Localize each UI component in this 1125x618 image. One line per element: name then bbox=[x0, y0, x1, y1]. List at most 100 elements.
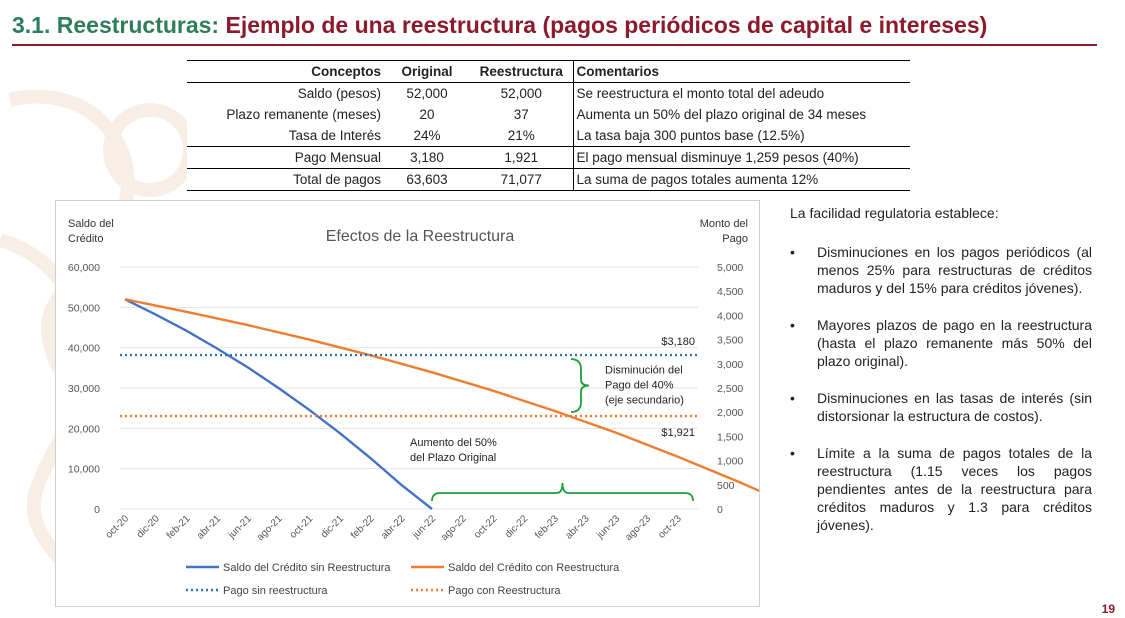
list-item: • Disminuciones en las tasas de interés (… bbox=[790, 389, 1092, 425]
x-tick-label: oct-20 bbox=[104, 513, 132, 541]
x-tick-label: ago-23 bbox=[623, 513, 653, 543]
table-row: Plazo remanente (meses) 20 37 Aumenta un… bbox=[187, 104, 910, 125]
x-tick-label: dic-21 bbox=[319, 513, 346, 540]
y-tick-label: 50,000 bbox=[68, 302, 100, 314]
legend-label: Pago sin reestructura bbox=[223, 585, 328, 597]
list-item: • Mayores plazos de pago en la reestructu… bbox=[790, 316, 1092, 370]
payment-original-label: $3,180 bbox=[661, 336, 695, 348]
table-cell: 1,921 bbox=[504, 150, 539, 165]
x-tick-label: oct-21 bbox=[288, 513, 316, 541]
page-title: 3.1. Reestructuras: Ejemplo de una reest… bbox=[12, 12, 987, 39]
table-row: Tasa de Interés 24% 21% La tasa baja 300… bbox=[187, 125, 910, 147]
y2-tick-label: 4,500 bbox=[717, 286, 743, 298]
table-cell: La suma de pagos totales aumenta 12% bbox=[572, 168, 910, 191]
bullet-icon: • bbox=[790, 244, 795, 260]
y2-tick-label: 1,000 bbox=[717, 456, 743, 468]
table-cell: 63,603 bbox=[406, 172, 448, 187]
table-cell: Aumenta un 50% del plazo original de 34 … bbox=[572, 104, 910, 125]
section-subtitle: Ejemplo de una reestructura (pagos perió… bbox=[225, 12, 988, 38]
series-line bbox=[124, 298, 801, 511]
table-header-row: Conceptos Original Reestructura Comentar… bbox=[187, 60, 910, 83]
bullet-icon: • bbox=[790, 390, 795, 406]
table-row: Total de pagos 63,603 71,077 La suma de … bbox=[187, 168, 910, 191]
x-tick-label: abr-23 bbox=[563, 513, 592, 542]
table-cell: 37 bbox=[513, 107, 529, 122]
y2-tick-label: 3,000 bbox=[717, 359, 743, 371]
term-annotation: del Plazo Original bbox=[410, 452, 496, 464]
table-cell: Tasa de Interés bbox=[288, 128, 381, 143]
y2-tick-label: 3,500 bbox=[717, 335, 743, 347]
chart-title: Efectos de la Reestructura bbox=[326, 228, 515, 245]
x-tick-label: jun-21 bbox=[226, 513, 254, 541]
y-tick-label: 30,000 bbox=[68, 383, 100, 395]
y2-tick-label: 5,000 bbox=[717, 262, 743, 274]
y2-tick-label: 2,000 bbox=[717, 407, 743, 419]
decrease-annotation: (eje secundario) bbox=[605, 395, 684, 407]
bullet-icon: • bbox=[790, 445, 795, 461]
y-tick-label: 40,000 bbox=[68, 343, 100, 355]
decrease-annotation: Pago del 40% bbox=[605, 380, 674, 392]
y-tick-label: 20,000 bbox=[68, 423, 100, 435]
term-brace bbox=[431, 482, 694, 502]
x-tick-label: dic-22 bbox=[503, 513, 530, 540]
decrease-annotation: Disminución del bbox=[605, 365, 683, 377]
column-header: Original bbox=[401, 64, 453, 79]
term-annotation: Aumento del 50% bbox=[410, 437, 497, 449]
y2-tick-label: 0 bbox=[717, 504, 723, 516]
legend-label: Pago con Reestructura bbox=[448, 585, 561, 597]
table-cell: 52,000 bbox=[500, 86, 542, 101]
list-item: • Disminuciones en los pagos periódicos (… bbox=[790, 243, 1092, 297]
section-label: 3.1. Reestructuras: bbox=[12, 12, 220, 38]
payment-restructure-label: $1,921 bbox=[661, 427, 695, 439]
y-axis-title: Crédito bbox=[68, 233, 103, 245]
restructure-line-chart: Efectos de la Reestructura Saldo del Crédi… bbox=[68, 218, 801, 597]
table-cell: 3,180 bbox=[410, 150, 444, 165]
list-item: • Límite a la suma de pagos totales de la… bbox=[790, 444, 1092, 534]
list-item-text: Límite a la suma de pagos totales de la … bbox=[817, 445, 1092, 533]
legend-label: Saldo del Crédito sin Reestructura bbox=[223, 562, 391, 574]
y2-tick-label: 4,000 bbox=[717, 310, 743, 322]
list-item-text: Disminuciones en los pagos periódicos (a… bbox=[817, 244, 1092, 296]
x-tick-label: feb-22 bbox=[349, 513, 377, 541]
table-row: Pago Mensual 3,180 1,921 El pago mensual… bbox=[187, 146, 910, 169]
y2-tick-label: 2,500 bbox=[717, 383, 743, 395]
y2-axis-title: Pago bbox=[722, 233, 748, 245]
table-cell: 24% bbox=[413, 128, 441, 143]
table-cell: 20 bbox=[419, 107, 435, 122]
comparison-table: Conceptos Original Reestructura Comentar… bbox=[187, 60, 910, 191]
table-cell: 71,077 bbox=[500, 172, 542, 187]
column-header: Comentarios bbox=[572, 60, 910, 83]
regulatory-panel: La facilidad regulatoria establece: • Dis… bbox=[790, 205, 1092, 553]
page-number: 19 bbox=[1101, 602, 1115, 616]
y2-tick-label: 500 bbox=[717, 480, 735, 492]
list-item-text: Disminuciones en las tasas de interés (s… bbox=[817, 390, 1092, 424]
x-tick-label: jun-22 bbox=[410, 513, 438, 541]
x-tick-label: feb-21 bbox=[165, 513, 193, 541]
bullet-icon: • bbox=[790, 317, 795, 333]
table-cell: Total de pagos bbox=[293, 172, 381, 187]
column-header: Conceptos bbox=[311, 64, 381, 79]
y2-axis-title: Monto del bbox=[700, 218, 748, 230]
y-tick-label: 60,000 bbox=[68, 262, 100, 274]
table-row: Saldo (pesos) 52,000 52,000 Se reestruct… bbox=[187, 82, 910, 104]
column-header: Reestructura bbox=[479, 64, 563, 79]
y-tick-label: 0 bbox=[94, 504, 100, 516]
title-divider bbox=[12, 44, 1097, 46]
x-tick-label: ago-21 bbox=[255, 513, 285, 543]
table-cell: 52,000 bbox=[406, 86, 448, 101]
y2-tick-label: 1,500 bbox=[717, 431, 743, 443]
regulation-list: • Disminuciones en los pagos periódicos (… bbox=[790, 243, 1092, 534]
table-cell: El pago mensual disminuye 1,259 pesos (4… bbox=[572, 146, 910, 169]
table-cell: La tasa baja 300 puntos base (12.5%) bbox=[572, 125, 910, 147]
x-tick-label: abr-22 bbox=[379, 513, 408, 542]
x-tick-label: oct-22 bbox=[472, 513, 500, 541]
list-item-text: Mayores plazos de pago en la reestructur… bbox=[817, 317, 1092, 369]
y-axis-title: Saldo del bbox=[68, 218, 114, 230]
table-cell: Se reestructura el monto total del adeud… bbox=[572, 82, 910, 104]
table-cell: 21% bbox=[507, 128, 535, 143]
chart-panel: Efectos de la Reestructura Saldo del Crédi… bbox=[55, 200, 801, 607]
x-tick-label: jun-23 bbox=[594, 513, 622, 541]
table-cell: Saldo (pesos) bbox=[297, 86, 381, 101]
table-cell: Pago Mensual bbox=[294, 150, 381, 165]
table-cell: Plazo remanente (meses) bbox=[226, 107, 381, 122]
